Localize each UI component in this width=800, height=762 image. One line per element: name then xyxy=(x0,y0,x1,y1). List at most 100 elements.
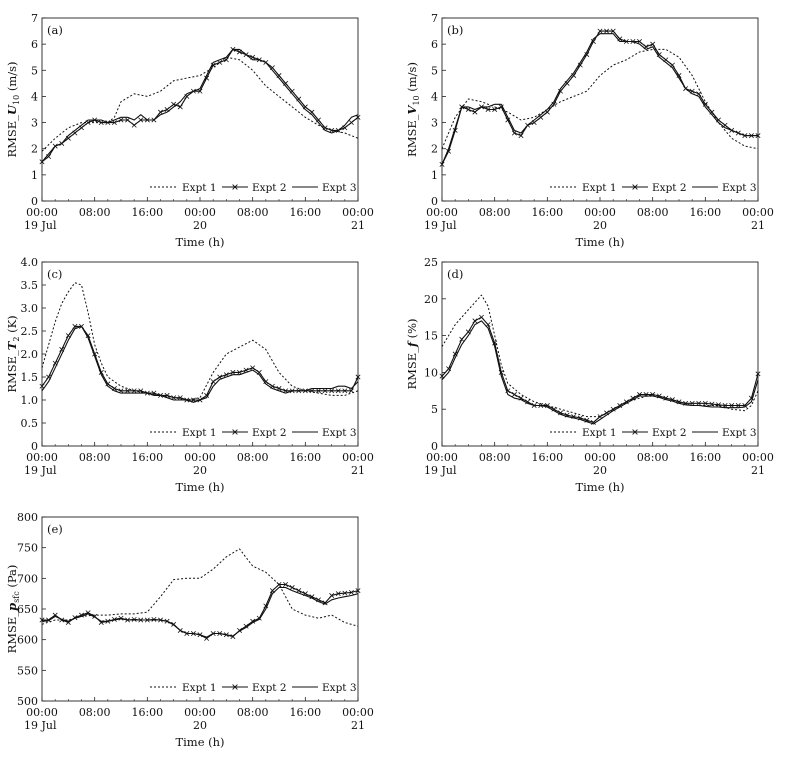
y-tick-label: 3 xyxy=(31,117,38,130)
y-axis-label-variable: T xyxy=(5,340,19,350)
data-point-expt-2 xyxy=(597,28,603,34)
chart-panel-2: 0 1 2 3 4 5 6 7 00:00 08:00 16:00 00:00 08:00 16:00 00… xyxy=(405,12,774,249)
y-tick-label: 4.0 xyxy=(21,256,39,269)
data-point-expt-2 xyxy=(650,41,656,47)
data-point-expt-2 xyxy=(177,395,183,401)
panel-label: (c) xyxy=(47,267,62,281)
series-line-expt-2 xyxy=(441,30,758,165)
x-tick-label: 16:00 xyxy=(131,451,163,464)
x-tick-label: 08:00 xyxy=(637,206,669,219)
y-tick-label: 1.0 xyxy=(21,394,39,407)
data-point-expt-2 xyxy=(348,120,354,126)
y-axis-label-unit: (m/s) xyxy=(5,62,19,95)
panel-label: (a) xyxy=(47,23,63,37)
plot-frame xyxy=(41,516,359,702)
x-axis-label: Time (h) xyxy=(575,480,624,494)
x-date-label: 21 xyxy=(351,719,365,732)
legend-label-expt-1: Expt 1 xyxy=(182,182,217,194)
y-axis-label: RMSE_psfc (Pa) xyxy=(5,565,21,654)
data-point-expt-2 xyxy=(485,107,491,112)
data-point-expt-2 xyxy=(511,391,517,397)
data-point-expt-2 xyxy=(696,400,702,406)
x-date-label: 21 xyxy=(351,464,365,477)
x-tick-label: 00:00 xyxy=(184,706,216,719)
panel-label: (b) xyxy=(447,23,463,37)
data-point-expt-2 xyxy=(604,28,610,34)
y-axis-label-subscript: 10 xyxy=(12,95,21,105)
y-axis-label-variable: p xyxy=(5,603,19,611)
data-point-expt-2 xyxy=(577,62,583,68)
x-date-label: 19 Jul xyxy=(24,719,57,732)
data-point-expt-2 xyxy=(131,388,137,394)
x-tick-label: 00:00 xyxy=(184,451,216,464)
legend-label-expt-3: Expt 3 xyxy=(322,427,357,439)
data-point-expt-2 xyxy=(322,600,328,606)
data-point-expt-2 xyxy=(610,28,616,34)
y-tick-label: 0 xyxy=(31,195,38,208)
data-point-expt-2 xyxy=(125,117,131,123)
x-date-label: 21 xyxy=(751,219,765,232)
y-tick-label: 2.5 xyxy=(21,325,39,338)
x-tick-label: 08:00 xyxy=(237,206,269,219)
y-tick-label: 1 xyxy=(431,169,438,182)
y-axis-label-prefix: RMSE_ xyxy=(405,114,419,157)
data-point-expt-2 xyxy=(105,381,111,387)
y-tick-label: 2.0 xyxy=(21,348,39,361)
y-axis-label-unit: (%) xyxy=(405,319,419,343)
data-point-expt-2 xyxy=(617,403,623,409)
plot-frame xyxy=(41,261,359,447)
legend-label-expt-3: Expt 3 xyxy=(722,182,757,194)
y-axis-label: RMSE_T2 (K) xyxy=(5,315,21,392)
y-tick-label: 750 xyxy=(17,542,38,555)
data-point-expt-2 xyxy=(46,617,52,623)
panel-label: (d) xyxy=(447,267,463,281)
y-tick-label: 3.5 xyxy=(21,279,39,292)
y-axis-label-unit: (K) xyxy=(5,315,19,336)
series-line-expt-3 xyxy=(41,586,359,638)
data-point-expt-2 xyxy=(289,585,295,591)
data-point-expt-2 xyxy=(722,403,728,409)
data-point-expt-2 xyxy=(518,133,524,139)
data-point-expt-2 xyxy=(702,101,708,107)
x-axis-label: Time (h) xyxy=(575,235,624,249)
y-axis-label: RMSE_U10 (m/s) xyxy=(5,62,21,158)
x-tick-label: 00:00 xyxy=(26,706,58,719)
x-date-label: 19 Jul xyxy=(24,219,57,232)
series-line-expt-3 xyxy=(41,48,359,163)
y-tick-label: 3 xyxy=(431,117,438,130)
data-point-expt-2 xyxy=(131,616,137,622)
x-date-label: 20 xyxy=(593,464,607,477)
chart-panel-3: 0 0.5 1.0 1.5 2.0 2.5 3.0 3.5 4.0 00:00 08:00 16:00… xyxy=(5,256,374,494)
x-tick-label: 16:00 xyxy=(131,706,163,719)
data-point-expt-2 xyxy=(138,388,144,394)
x-tick-label: 08:00 xyxy=(479,451,511,464)
data-point-expt-2 xyxy=(329,388,335,394)
x-tick-label: 16:00 xyxy=(289,206,321,219)
y-tick-label: 0 xyxy=(431,440,438,453)
data-point-expt-2 xyxy=(676,73,682,78)
data-point-expt-2 xyxy=(355,374,361,380)
y-axis-label-prefix: RMSE_ xyxy=(5,350,19,393)
series-line-expt-1 xyxy=(41,56,359,152)
x-tick-label: 00:00 xyxy=(184,206,216,219)
x-tick-label: 16:00 xyxy=(689,451,721,464)
legend-label-expt-2: Expt 2 xyxy=(252,427,287,439)
series-line-expt-1 xyxy=(441,48,759,150)
data-point-expt-2 xyxy=(342,590,348,596)
x-tick-label: 08:00 xyxy=(79,706,111,719)
data-point-expt-2 xyxy=(472,109,478,115)
legend-label-expt-2: Expt 2 xyxy=(652,182,687,194)
data-point-expt-2 xyxy=(230,369,236,375)
legend-marker-expt-2 xyxy=(232,429,238,435)
data-point-expt-2 xyxy=(85,333,91,339)
legend-marker-expt-2 xyxy=(632,184,638,190)
y-axis-label-prefix: RMSE_ xyxy=(5,115,19,158)
x-tick-label: 08:00 xyxy=(479,206,511,219)
y-tick-label: 15 xyxy=(424,330,438,343)
y-tick-label: 6 xyxy=(31,38,38,51)
y-tick-label: 20 xyxy=(424,293,438,306)
y-tick-label: 0 xyxy=(431,195,438,208)
data-point-expt-2 xyxy=(702,400,708,406)
y-tick-label: 500 xyxy=(17,695,38,708)
